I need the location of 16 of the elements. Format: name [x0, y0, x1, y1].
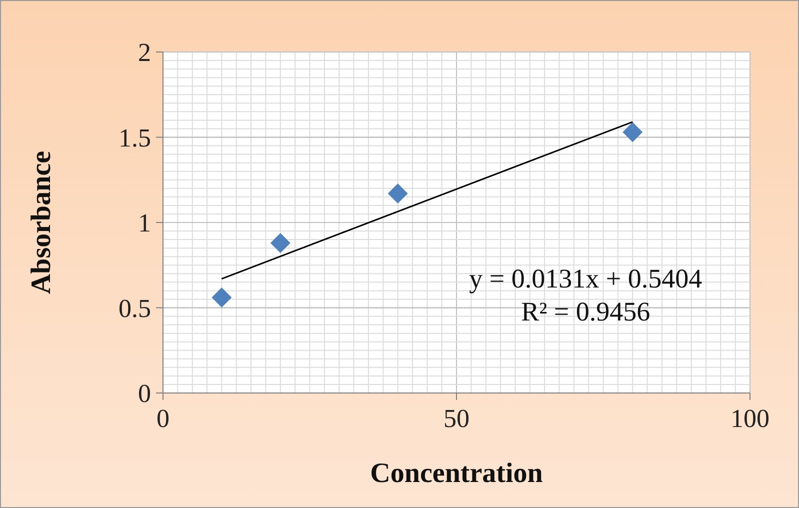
x-tick-label: 0 [156, 404, 170, 433]
y-tick-label: 1 [138, 208, 151, 238]
x-tick-label: 100 [730, 404, 770, 433]
x-axis-title: Concentration [370, 458, 544, 489]
annotation: R² = 0.9456 [521, 296, 650, 326]
y-tick-label: 1.5 [118, 123, 151, 152]
y-axis-title: Absorbance [26, 150, 57, 294]
y-tick-label: 0.5 [118, 294, 151, 323]
point [270, 232, 290, 253]
x-tick-label: 50 [444, 404, 470, 433]
point [388, 184, 408, 204]
point [212, 288, 232, 308]
y-tick-label: 2 [138, 38, 151, 67]
y-tick-label: 0 [138, 379, 151, 408]
annotation: y = 0.0131x + 0.5404 [469, 263, 703, 294]
point [622, 122, 643, 142]
